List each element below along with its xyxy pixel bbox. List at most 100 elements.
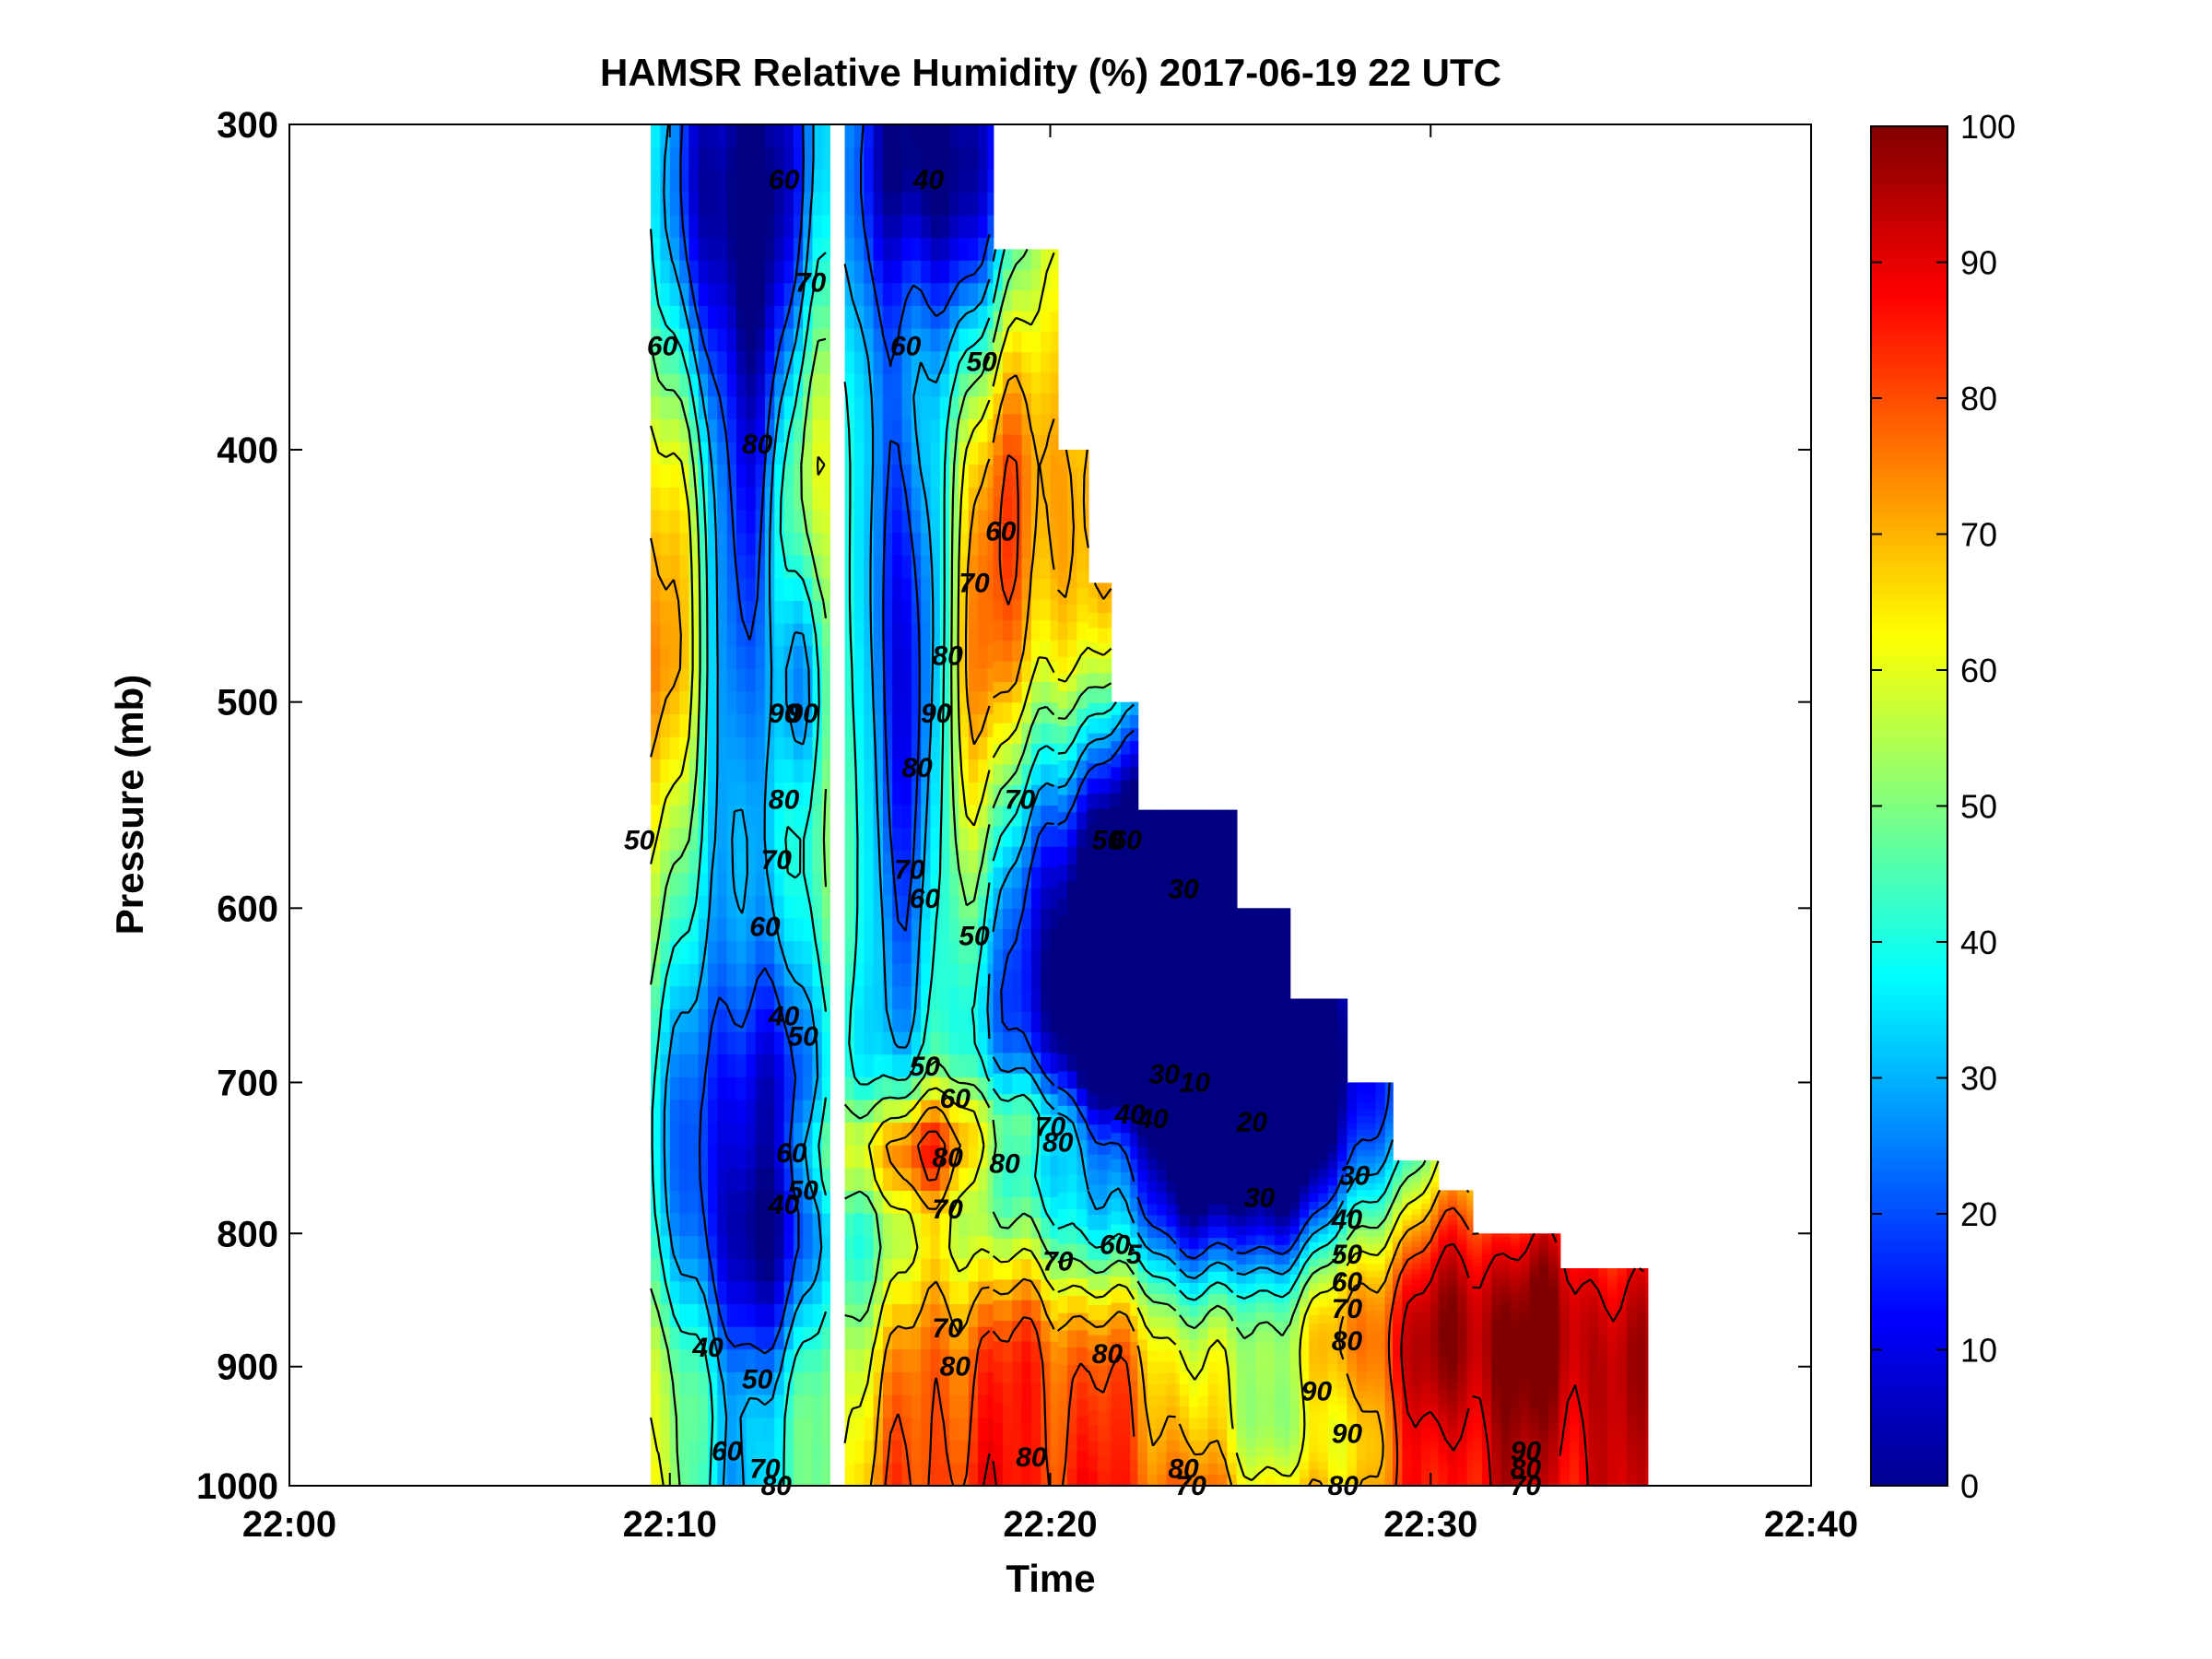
field-cell — [764, 736, 775, 761]
field-cell — [1207, 956, 1218, 969]
field-cell — [1120, 911, 1131, 925]
field-cell — [717, 1394, 728, 1418]
field-cell — [1356, 1311, 1367, 1319]
field-cell — [1147, 1147, 1158, 1160]
field-cell — [864, 305, 875, 330]
field-cell — [882, 1394, 893, 1418]
field-cell — [949, 124, 960, 148]
field-cell — [1289, 1120, 1300, 1130]
field-cell — [1246, 1110, 1257, 1121]
field-cell — [1147, 990, 1158, 1003]
field-cell — [774, 873, 785, 897]
field-cell — [1067, 1174, 1078, 1194]
field-cell — [1137, 1068, 1148, 1081]
field-cell — [1086, 1123, 1089, 1142]
field-cell — [1130, 1107, 1139, 1121]
field-cell — [1098, 1275, 1109, 1291]
field-cell — [1067, 1330, 1078, 1348]
field-cell — [1077, 1312, 1088, 1332]
field-cell — [1021, 908, 1032, 931]
field-cell — [1227, 1260, 1238, 1273]
field-cell — [1067, 674, 1078, 692]
field-cell — [892, 1463, 903, 1486]
field-cell — [1157, 865, 1168, 878]
field-cell — [853, 850, 865, 875]
field-cell — [1175, 888, 1181, 901]
field-cell — [1246, 1206, 1257, 1218]
field-cell — [1309, 1290, 1320, 1300]
field-cell — [968, 283, 979, 307]
field-cell — [1147, 922, 1158, 935]
field-cell — [1207, 1372, 1218, 1385]
field-cell — [1175, 854, 1181, 867]
field-cell — [1384, 1472, 1394, 1480]
field-cell — [1067, 1243, 1078, 1263]
field-cell — [679, 373, 690, 398]
field-cell — [959, 533, 970, 557]
field-cell — [993, 249, 1004, 271]
field-cell — [1175, 1035, 1181, 1048]
field-cell — [698, 1213, 709, 1237]
field-cell — [1275, 1110, 1286, 1121]
field-cell — [1289, 1088, 1300, 1097]
field-cell — [892, 850, 903, 875]
field-cell — [1077, 1451, 1088, 1469]
field-cell — [1002, 414, 1013, 436]
field-cell — [1179, 809, 1190, 822]
field-cell — [1137, 1226, 1148, 1239]
field-cell — [1030, 537, 1041, 559]
field-cell — [726, 896, 737, 920]
field-cell — [1147, 1136, 1158, 1149]
field-cell — [864, 668, 875, 693]
field-cell — [1189, 1215, 1200, 1228]
field-cell — [1198, 1204, 1209, 1217]
field-cell — [1384, 1156, 1394, 1164]
field-cell — [949, 533, 960, 557]
field-cell — [821, 328, 830, 352]
field-cell — [1157, 1463, 1168, 1476]
field-cell — [1246, 1120, 1257, 1131]
field-cell — [968, 260, 979, 285]
field-cell — [1157, 934, 1168, 946]
field-cell — [939, 283, 950, 307]
field-cell — [882, 1281, 893, 1305]
field-cell — [930, 170, 941, 194]
field-cell — [901, 1326, 912, 1351]
field-cell — [892, 873, 903, 897]
field-cell — [1189, 809, 1200, 822]
field-cell — [717, 1326, 728, 1351]
field-cell — [1057, 622, 1068, 641]
field-cell — [726, 805, 737, 829]
field-cell — [1227, 1147, 1238, 1160]
field-cell — [1057, 1227, 1068, 1245]
field-cell — [1327, 1250, 1338, 1260]
field-cell — [911, 215, 922, 239]
field-cell — [1236, 1206, 1247, 1218]
field-cell — [1236, 1081, 1247, 1092]
field-cell — [764, 1371, 775, 1396]
field-cell — [949, 1191, 960, 1215]
field-cell — [736, 1371, 747, 1396]
field-cell — [853, 465, 865, 488]
field-cell — [930, 963, 941, 988]
field-cell — [1356, 1149, 1367, 1158]
field-cell — [949, 668, 960, 693]
field-cell — [987, 691, 994, 715]
field-cell — [812, 986, 823, 1010]
field-cell — [993, 949, 1004, 971]
field-cell — [1366, 1458, 1377, 1466]
field-cell — [1050, 1403, 1059, 1425]
field-cell — [1002, 1444, 1013, 1466]
field-cell — [1175, 1204, 1181, 1217]
field-cell — [844, 1077, 855, 1101]
field-cell — [793, 963, 804, 988]
field-cell — [1057, 1399, 1068, 1418]
field-cell — [1255, 1350, 1266, 1361]
field-cell — [882, 578, 893, 602]
field-cell — [1402, 1355, 1413, 1362]
field-cell — [1327, 1071, 1338, 1081]
field-cell — [679, 828, 690, 852]
field-cell — [873, 1168, 884, 1192]
field-cell — [1137, 1136, 1148, 1149]
field-cell — [1318, 1396, 1329, 1406]
